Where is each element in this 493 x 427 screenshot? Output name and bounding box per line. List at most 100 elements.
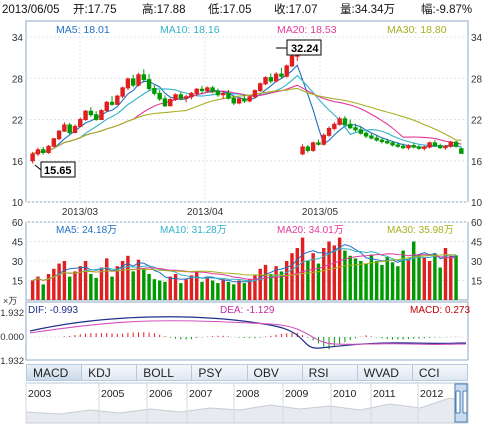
candle	[146, 74, 152, 91]
price-ma20-label: MA20: 18.53	[277, 24, 337, 36]
volume-bar	[226, 281, 231, 300]
volume-bar	[205, 276, 210, 300]
volume-bar	[353, 258, 358, 300]
candle	[226, 89, 231, 100]
volume-bar	[438, 267, 442, 300]
price-ytick-right: 22	[471, 116, 483, 127]
volume-bar	[411, 241, 416, 300]
candle	[374, 135, 379, 142]
candle	[120, 86, 125, 99]
candle	[173, 93, 178, 101]
candle	[390, 140, 395, 147]
header-high: 高:17.88	[142, 2, 185, 16]
candle	[358, 126, 364, 135]
volume-bar	[232, 284, 236, 300]
candle	[263, 76, 268, 86]
volume-bar	[41, 284, 45, 300]
volume-bar	[374, 261, 379, 300]
volume-bar	[110, 276, 114, 300]
volume-bar	[390, 262, 395, 300]
tab-psy[interactable]: PSY	[192, 364, 248, 381]
volume-bar	[316, 263, 321, 300]
volume-bar	[57, 263, 61, 300]
volume-bar	[157, 280, 162, 300]
volume-bar	[427, 261, 432, 300]
tab-kdj[interactable]: KDJ	[82, 364, 138, 381]
low-label: 15.65	[44, 165, 72, 177]
candle	[62, 122, 67, 132]
vol-ma5-label: MA5: 24.18万	[56, 225, 117, 236]
macd-ytick-1: 1.932	[0, 308, 24, 319]
volume-bar	[279, 271, 284, 300]
volume-bar	[295, 248, 300, 300]
candle	[363, 131, 369, 139]
tab-obv[interactable]: OBV	[247, 364, 303, 381]
candle	[115, 94, 120, 106]
volume-bar	[290, 253, 294, 300]
navigator-right-handle[interactable]	[462, 390, 468, 414]
tab-macd[interactable]: MACD	[26, 364, 83, 381]
header-volume: 量:34.34万	[340, 3, 395, 16]
volume-bar	[359, 261, 363, 300]
volume-bar	[253, 275, 257, 300]
volume-bar	[337, 237, 342, 300]
volume-bar	[184, 279, 188, 300]
volume-bar	[364, 263, 368, 300]
candle	[199, 85, 205, 94]
tab-rsi[interactable]: RSI	[302, 364, 358, 381]
price-ytick-right: 16	[471, 157, 483, 168]
volume-bar	[152, 279, 157, 300]
candle	[395, 142, 401, 148]
vol-ma10-label: MA10: 31.28万	[160, 225, 227, 236]
volume-bar	[78, 266, 83, 300]
year-label: 2011	[373, 388, 396, 400]
volume-bar	[284, 261, 289, 300]
navigator-left-handle[interactable]	[455, 390, 461, 414]
candle	[205, 86, 210, 93]
candle	[78, 117, 83, 128]
volume-bar	[194, 271, 199, 300]
volume-bar	[94, 277, 98, 300]
volume-bar	[380, 264, 384, 300]
candle	[289, 54, 295, 68]
candle	[342, 116, 348, 127]
candle	[93, 111, 99, 121]
volume-bar	[115, 266, 120, 300]
tab-cci[interactable]: CCI	[412, 364, 468, 381]
price-xtick-1: 2013/03	[62, 207, 99, 218]
volume-bar	[62, 261, 67, 300]
candle	[231, 96, 236, 106]
year-label: 2006	[149, 388, 173, 400]
header-change: 幅:-9.87%	[421, 3, 472, 16]
volume-bar	[406, 259, 411, 300]
header-low: 低:17.05	[208, 3, 251, 16]
volume-ytick-left: 15	[12, 277, 24, 288]
candle	[189, 92, 194, 100]
high-annotation: 32.24	[276, 39, 322, 56]
candle	[72, 124, 78, 134]
volume-bar	[258, 268, 262, 300]
year-label: 2007	[189, 388, 213, 400]
tab-boll[interactable]: BOLL	[137, 364, 193, 381]
volume-bar	[52, 268, 56, 300]
volume-bar	[126, 255, 130, 300]
candle	[369, 133, 374, 140]
candle	[400, 143, 406, 150]
vol-ma30-line	[32, 254, 457, 282]
volume-bar	[30, 280, 35, 300]
price-xtick-2: 2013/04	[187, 207, 224, 218]
candle	[279, 67, 284, 79]
header-date: 2013/06/05	[2, 4, 60, 16]
volume-bar	[89, 274, 93, 300]
tab-wvad[interactable]: WVAD	[357, 364, 413, 381]
volume-ytick-left: 60	[12, 218, 24, 229]
candle	[247, 96, 252, 103]
volume-ytick-right: 30	[471, 257, 483, 268]
volume-bar	[269, 274, 273, 300]
vol-unit: ×万	[3, 296, 17, 306]
candle	[252, 89, 258, 99]
macd-dif-label: DIF: -0.993	[28, 305, 78, 316]
price-ytick-right: 28	[471, 74, 483, 85]
candle	[83, 109, 88, 121]
